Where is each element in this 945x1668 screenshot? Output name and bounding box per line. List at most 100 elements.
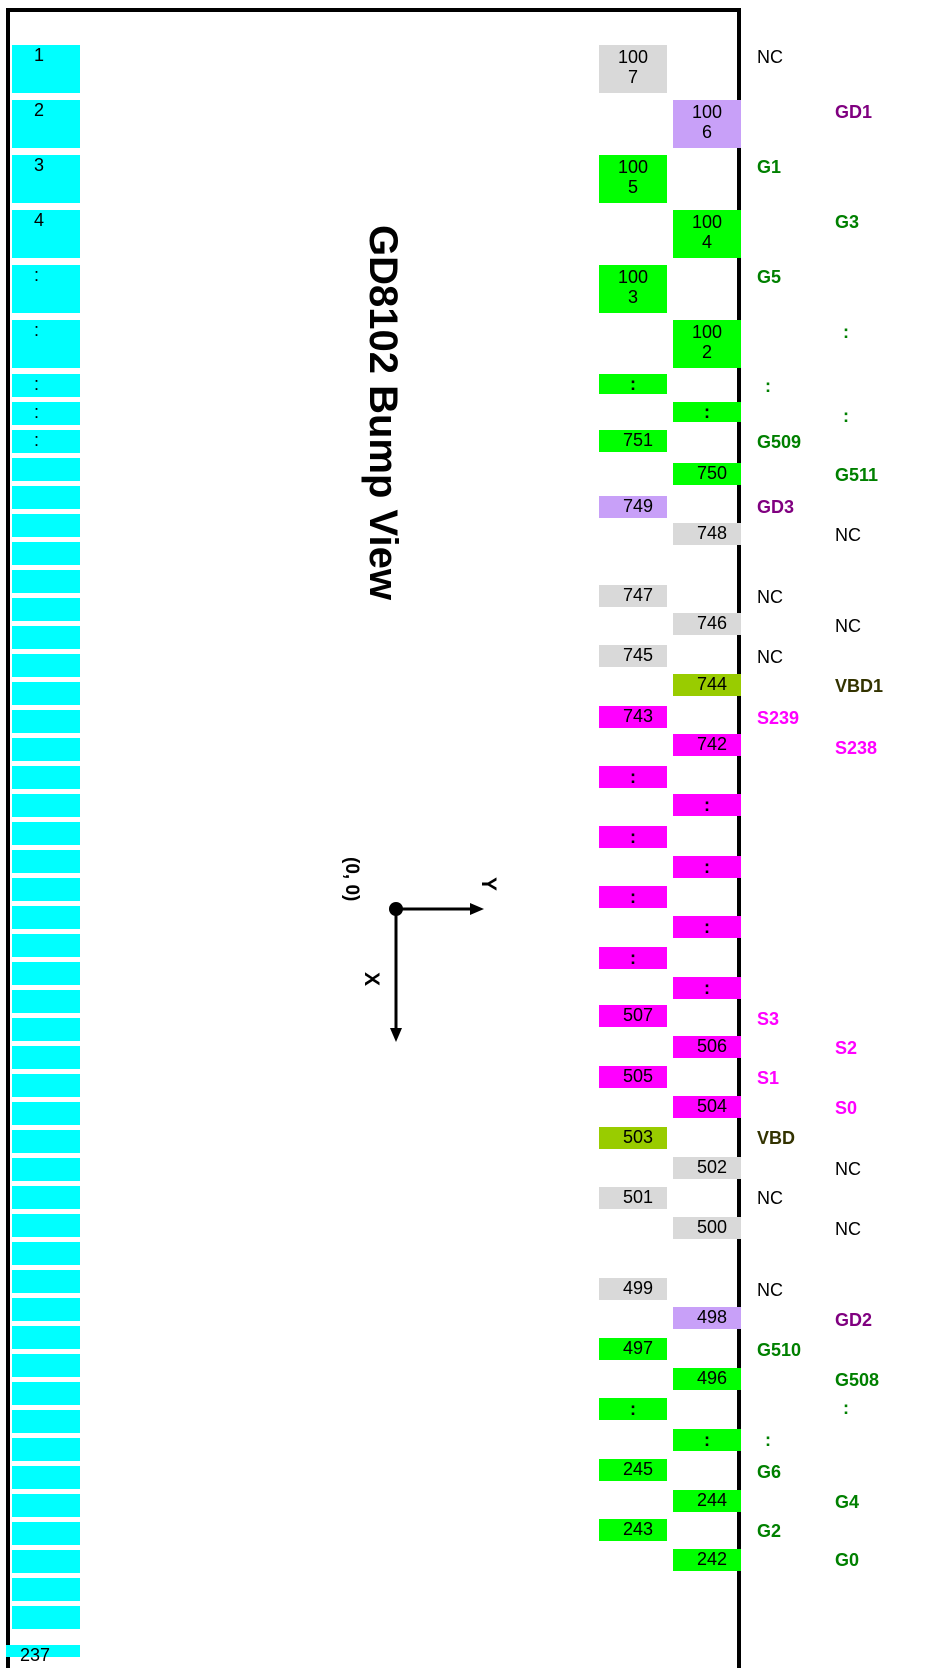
y-axis-label: Y	[477, 877, 500, 892]
signal-label-g511: G511	[835, 465, 879, 485]
bump-pad-747: 747	[599, 585, 667, 607]
left-bump-pad	[12, 570, 80, 593]
origin-label: (0, 0)	[341, 857, 362, 902]
left-bump-pad	[12, 1270, 80, 1293]
pad-number: :	[704, 795, 710, 815]
signal-label-s3: S3	[757, 1009, 780, 1029]
left-bump-pad	[12, 990, 80, 1013]
bump-pad-1006: 100 6	[673, 100, 741, 148]
signal-label-nc: NC	[835, 1159, 861, 1179]
pad-number: 100 2	[691, 322, 723, 362]
left-bump-pad	[12, 962, 80, 985]
left-bump-pad	[12, 822, 80, 845]
bump-pad-507: 507	[599, 1005, 667, 1027]
pad-number: 506	[696, 1036, 727, 1056]
signal-label-nc: NC	[835, 525, 861, 545]
signal-label-g5: G5	[757, 267, 782, 287]
pad-number: :	[630, 767, 636, 787]
signal-label-g1: G1	[757, 157, 782, 177]
pad-number: 496	[696, 1368, 727, 1388]
pad-number: :	[704, 857, 710, 877]
left-bump-pad	[12, 1046, 80, 1069]
left-bump-pad	[12, 766, 80, 789]
left-bump-pad	[12, 1242, 80, 1265]
bump-pad-749: 749	[599, 496, 667, 518]
signal-label-ellipsis: :	[765, 376, 771, 396]
left-bump-pad	[12, 1214, 80, 1237]
bump-pad-ellipsis: :	[673, 916, 741, 938]
bump-pad-1003: 100 3	[599, 265, 667, 313]
signal-label-gd1: GD1	[835, 102, 873, 122]
left-bump-pad	[12, 1410, 80, 1433]
bump-pad-ellipsis: :	[599, 947, 667, 969]
pad-number: 507	[622, 1005, 653, 1025]
pad-number: 749	[622, 496, 653, 516]
bump-pad-1007: 100 7	[599, 45, 667, 93]
left-bump-pad	[12, 1130, 80, 1153]
left-bump-pad: :	[12, 430, 80, 453]
bump-pad-ellipsis: :	[599, 826, 667, 848]
left-bump-pad	[12, 1578, 80, 1601]
bump-pad-743: 743	[599, 706, 667, 728]
bump-pad-745: 745	[599, 645, 667, 667]
pad-number: 500	[696, 1217, 727, 1237]
left-bump-pad: 2	[12, 100, 80, 148]
signal-label-ellipsis: :	[843, 406, 849, 426]
signal-label-s239: S239	[757, 708, 800, 728]
bump-pad-ellipsis: :	[673, 402, 741, 422]
signal-label-s1: S1	[757, 1068, 780, 1088]
left-pad-label: :	[34, 320, 40, 340]
left-bump-pad: :	[12, 320, 80, 368]
bump-pad-ellipsis: :	[673, 1429, 741, 1451]
bump-pad-504: 504	[673, 1096, 741, 1118]
signal-label-gd2: GD2	[835, 1310, 873, 1330]
pad-number: :	[630, 827, 636, 847]
signal-label-nc: NC	[757, 47, 783, 67]
bump-pad-502: 502	[673, 1157, 741, 1179]
pad-number: 747	[622, 585, 653, 605]
origin-dot	[389, 902, 403, 916]
signal-label-nc: NC	[757, 1280, 783, 1300]
left-bump-pad: 4	[12, 210, 80, 258]
pad-number: :	[704, 402, 710, 422]
signal-label-gd3: GD3	[757, 497, 795, 517]
bump-pad-501: 501	[599, 1187, 667, 1209]
bump-pad-503: 503	[599, 1127, 667, 1149]
pad-number: :	[704, 978, 710, 998]
left-bump-pad	[12, 1494, 80, 1517]
left-bump-pad	[12, 458, 80, 481]
bump-pad-ellipsis: :	[599, 766, 667, 788]
pad-number: 497	[622, 1338, 653, 1358]
pad-number: :	[704, 1430, 710, 1450]
x-axis-arrowhead	[390, 1028, 402, 1042]
pad-number: 744	[696, 674, 727, 694]
left-bump-pad	[12, 1550, 80, 1573]
signal-label-g0: G0	[835, 1550, 860, 1570]
bump-pad-750: 750	[673, 463, 741, 485]
signal-label-nc: NC	[757, 587, 783, 607]
left-pad-label: 3	[34, 155, 45, 175]
signal-label-nc: NC	[835, 616, 861, 636]
pad-number: :	[630, 887, 636, 907]
pad-number: 742	[696, 734, 727, 754]
bump-pad-ellipsis: :	[599, 1398, 667, 1420]
left-bump-pad	[12, 654, 80, 677]
pad-number: 244	[696, 1490, 727, 1510]
left-bump-pad	[12, 878, 80, 901]
bump-pad-ellipsis: :	[673, 977, 741, 999]
pad-number: 750	[696, 463, 727, 483]
left-bump-pad	[12, 794, 80, 817]
bump-pad-497: 497	[599, 1338, 667, 1360]
pad-number: 100 7	[617, 47, 649, 87]
pad-number: 751	[622, 430, 653, 450]
left-bump-pad	[12, 1326, 80, 1349]
left-bump-pad	[12, 1074, 80, 1097]
x-axis-label: X	[360, 972, 383, 987]
left-pad-label: :	[34, 265, 40, 285]
left-bump-pad	[12, 1354, 80, 1377]
left-bump-pad: 3	[12, 155, 80, 203]
signal-label-s238: S238	[835, 738, 878, 758]
signal-label-s0: S0	[835, 1098, 858, 1118]
left-pad-label: 2	[34, 100, 45, 120]
bump-pad-1002: 100 2	[673, 320, 741, 368]
